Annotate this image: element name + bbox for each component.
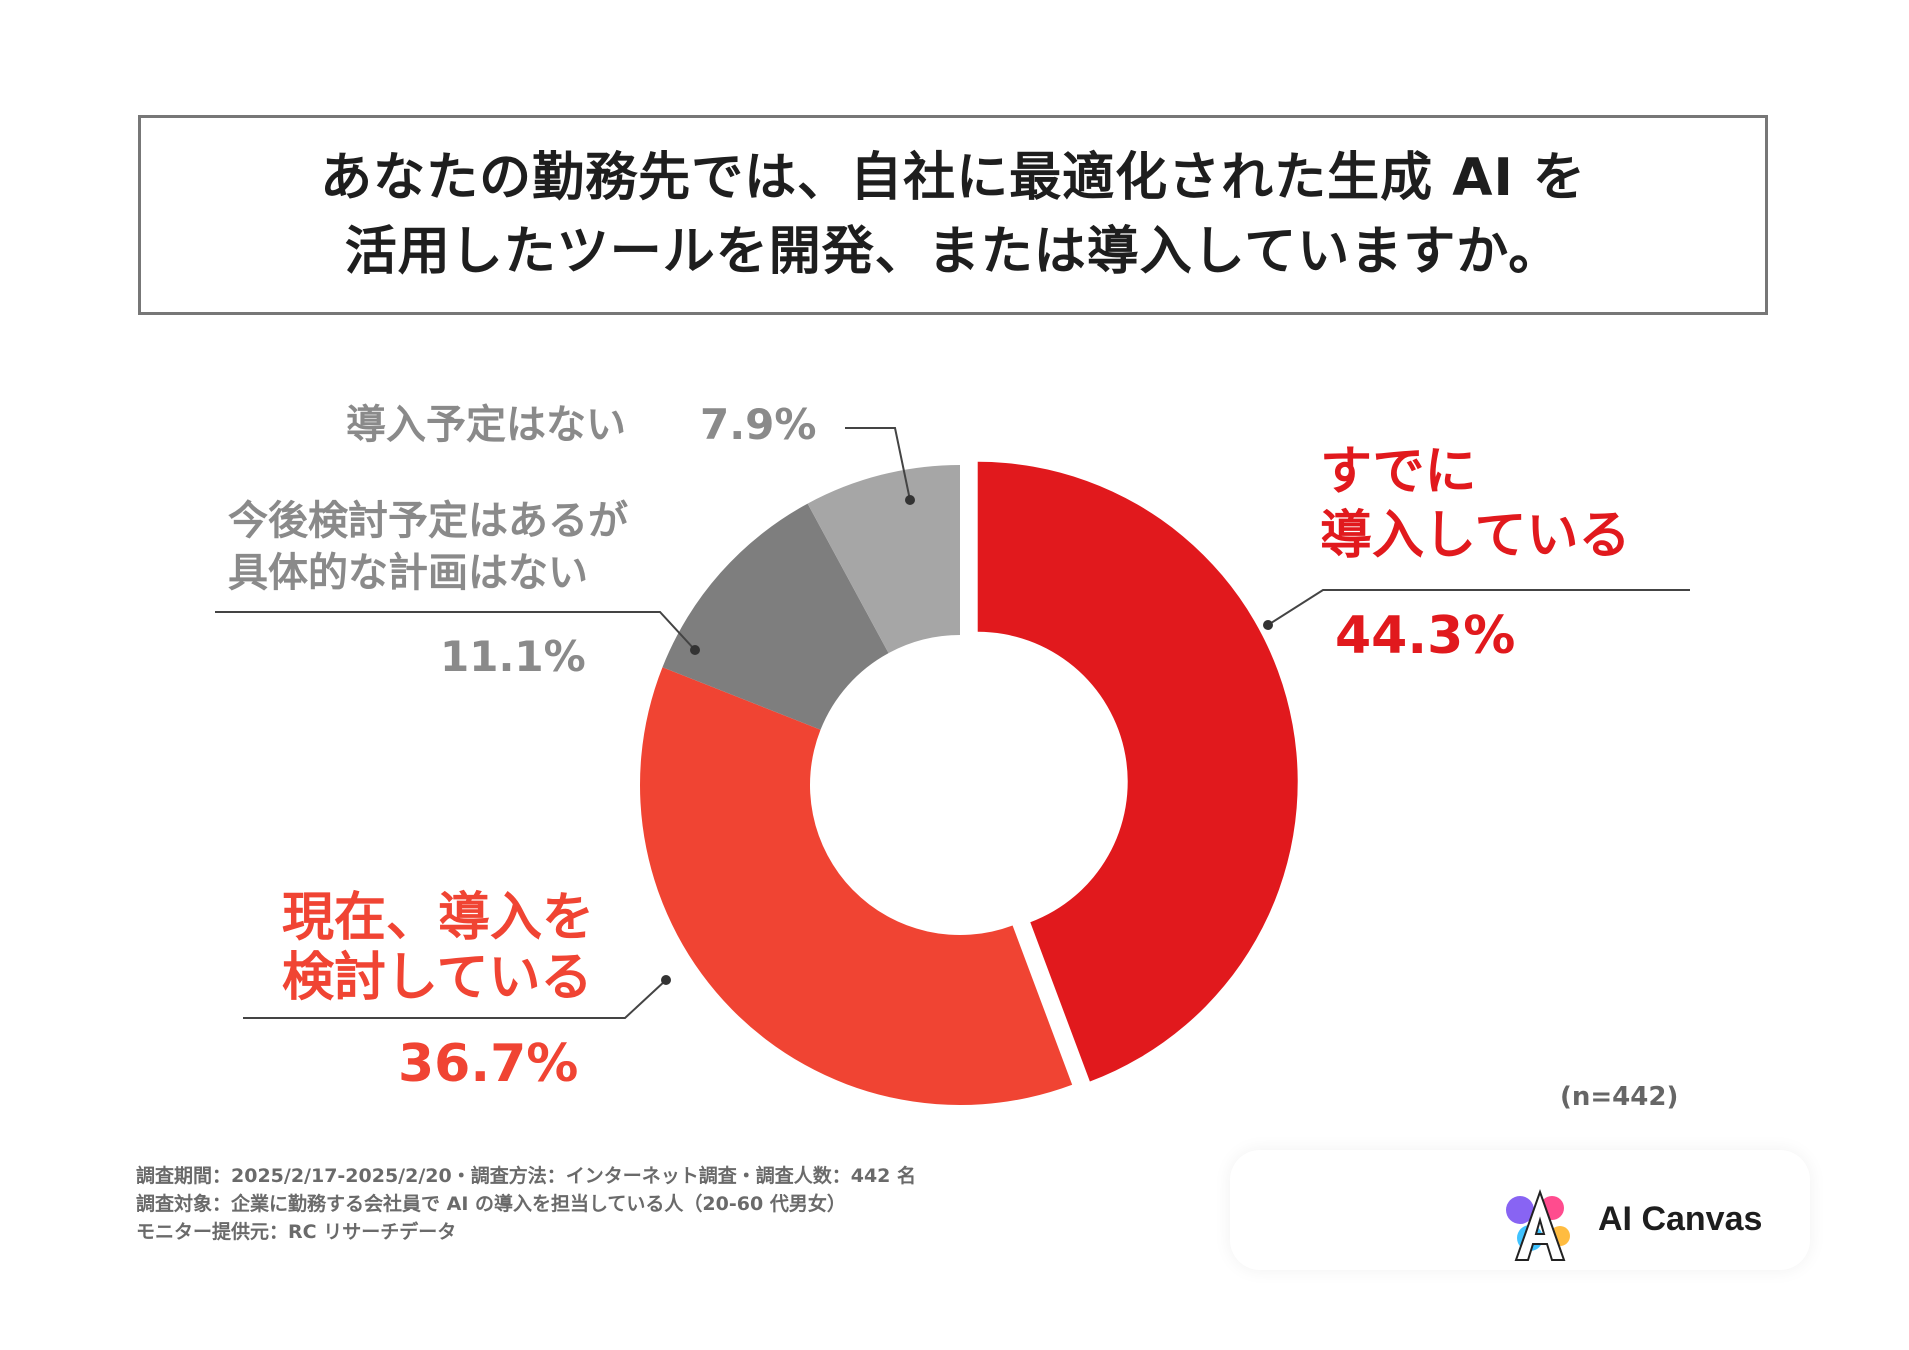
slice-value-already: 44.3% — [1335, 606, 1516, 666]
survey-footnotes: 調査期間：2025/2/17-2025/2/20・調査方法：インターネット調査・… — [136, 1162, 916, 1246]
donut-slices — [640, 461, 1298, 1105]
question-title-box: あなたの勤務先では、自社に最適化された生成 AI を 活用したツールを開発、また… — [138, 115, 1768, 315]
slice-label-already-line1: すでに — [1320, 442, 1477, 502]
leader-line-future — [215, 611, 696, 651]
question-title-line-1: あなたの勤務先では、自社に最適化された生成 AI を — [320, 148, 1586, 208]
slice-none — [807, 465, 960, 654]
sample-size-label: (n=442) — [1560, 1082, 1679, 1112]
slice-value-future: 11.1% — [440, 632, 586, 681]
footnote-line-2: 調査対象：企業に勤務する会社員で AI の導入を担当している人（20-60 代男… — [136, 1193, 846, 1215]
slice-already — [977, 461, 1298, 1082]
slice-value-none: 7.9% — [700, 400, 817, 449]
slice-considering — [640, 667, 1073, 1105]
slice-future — [662, 503, 889, 730]
slice-label-considering-line2: 検討している — [282, 948, 593, 1008]
logo-name: AI Canvas — [1598, 1200, 1763, 1238]
leader-dot-future — [690, 645, 700, 655]
question-title-line-2: 活用したツールを開発、または導入していますか。 — [344, 222, 1562, 282]
leader-dot-considering — [661, 975, 671, 985]
splash-a-logo-icon — [1506, 1188, 1570, 1261]
footnote-line-3: モニター提供元：RC リサーチデータ — [136, 1221, 457, 1243]
footnote-line-1: 調査期間：2025/2/17-2025/2/20・調査方法：インターネット調査・… — [136, 1165, 917, 1187]
leader-line-already — [1267, 589, 1690, 626]
leader-line-considering — [243, 979, 667, 1019]
slice-value-considering: 36.7% — [398, 1034, 579, 1094]
slice-label-considering-line1: 現在、導入を — [282, 888, 595, 948]
slice-label-future-line1: 今後検討予定はあるが — [228, 498, 628, 544]
slice-label-future-line2: 具体的な計画はない — [228, 550, 588, 596]
leader-dot-already — [1263, 620, 1273, 630]
slice-label-already-line2: 導入している — [1320, 506, 1631, 566]
slice-label-none: 導入予定はない — [346, 402, 626, 448]
leader-dot-none — [905, 495, 915, 505]
leader-line-none — [845, 427, 911, 501]
